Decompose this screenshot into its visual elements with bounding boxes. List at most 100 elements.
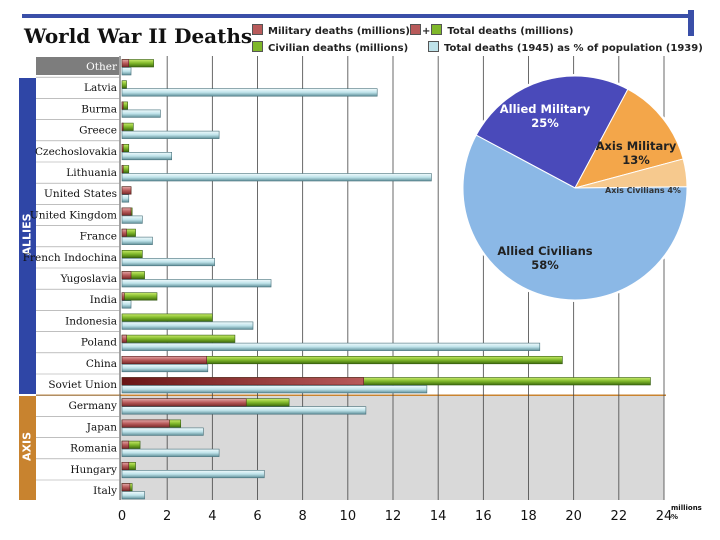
bar-military-deaths [121, 271, 132, 280]
bar-military-deaths [121, 101, 124, 110]
legend-total-label: Total deaths (millions) [447, 26, 574, 37]
bar-percent-population [121, 88, 378, 97]
axis-unit-millions: millions [671, 504, 702, 512]
bar-military-deaths [121, 461, 130, 471]
category-label: Burma [81, 103, 117, 115]
bar-military-deaths [121, 440, 130, 449]
category-label: Romania [70, 443, 117, 455]
pie-slice [574, 88, 684, 189]
category-label: Yugoslavia [60, 273, 117, 285]
bar-percent-population [121, 321, 254, 330]
allies-group-bar: ALLIES [19, 78, 36, 394]
pie-label: Allied Military [500, 102, 591, 116]
x-tick-label: 16 [475, 509, 492, 524]
axis-unit-percent: % [671, 513, 678, 521]
x-tick-label: 22 [611, 509, 628, 524]
bar-military-deaths [121, 59, 130, 68]
bar-military-deaths [121, 122, 124, 131]
legend-military: Military deaths (millions) [252, 24, 410, 38]
category-label: United States [44, 188, 117, 200]
category-label: India [90, 294, 117, 306]
bar-percent-population [121, 130, 220, 139]
category-label: Italy [93, 485, 117, 497]
legend-percent-swatch [428, 41, 439, 52]
bar-military-deaths [121, 144, 124, 153]
x-tick-label: 2 [163, 509, 171, 524]
category-label: Latvia [84, 82, 117, 94]
bar-percent-population [121, 173, 432, 182]
bar-military-deaths [121, 165, 124, 174]
x-tick-label: 18 [520, 509, 537, 524]
bar-total-deaths [121, 80, 127, 89]
bar-percent-population [121, 279, 272, 288]
x-tick-label: 6 [253, 509, 261, 524]
legend-total-swatch-military [410, 24, 421, 35]
category-label: French Indochina [23, 252, 117, 264]
bar-percent-population [121, 406, 367, 415]
pie-value: 13% [622, 153, 650, 167]
bar-military-deaths [121, 483, 131, 492]
legend-civilian: Civilian deaths (millions) [252, 41, 408, 55]
legend-military-swatch [252, 24, 263, 35]
category-label: Greece [79, 125, 117, 137]
other-row-background [36, 57, 119, 75]
bar-percent-population [121, 448, 220, 457]
category-label: Japan [86, 421, 117, 433]
bar-percent-population [121, 427, 204, 436]
category-label: Germany [68, 400, 117, 412]
bar-percent-population [121, 385, 428, 394]
pie-label: Axis Military [596, 139, 677, 153]
x-tick-label: 24 [656, 509, 673, 524]
bar-total-deaths [121, 313, 213, 322]
bar-percent-population [121, 491, 145, 500]
legend-percent-label: Total deaths (1945) as % of population (… [444, 43, 703, 54]
pie-label: Allied Civilians [497, 244, 592, 258]
page-title: World War II Deaths [24, 24, 253, 48]
x-tick-label: 14 [430, 509, 447, 524]
bar-military-deaths [121, 186, 132, 195]
bar-military-deaths [121, 419, 170, 428]
bar-military-deaths [121, 377, 364, 386]
legend-total: + Total deaths (millions) [410, 24, 573, 38]
bar-percent-population [121, 469, 265, 479]
x-tick-label: 20 [565, 509, 582, 524]
x-tick-label: 4 [208, 509, 216, 524]
bar-percent-population [121, 194, 130, 203]
axis-group-bar: AXIS [19, 396, 36, 500]
legend-percent: Total deaths (1945) as % of population (… [428, 41, 703, 55]
category-label: Poland [81, 337, 117, 349]
category-label: Indonesia [65, 315, 117, 327]
bar-percent-population [121, 257, 215, 267]
bar-percent-population [121, 342, 541, 351]
bar-military-deaths [121, 292, 125, 301]
bar-percent-population [121, 236, 153, 245]
x-tick-label: 12 [385, 509, 402, 524]
legend-civilian-label: Civilian deaths (millions) [268, 43, 409, 54]
bar-total-deaths [121, 292, 158, 301]
bar-military-deaths [121, 398, 247, 407]
bar-military-deaths [121, 228, 127, 237]
bar-percent-population [121, 363, 209, 373]
bar-total-deaths [121, 122, 134, 131]
bar-percent-population [121, 152, 172, 161]
bar-percent-population [121, 300, 132, 309]
x-tick-label: 0 [118, 509, 126, 524]
bar-percent-population [121, 67, 132, 76]
pie-value: 58% [531, 258, 559, 272]
top-border [22, 14, 692, 18]
category-label: United Kingdom [30, 209, 117, 221]
category-label: China [86, 358, 117, 370]
category-label: Lithuania [66, 167, 117, 179]
bar-military-deaths [121, 207, 132, 216]
top-border-cap [688, 10, 694, 36]
legend-civilian-swatch [252, 41, 263, 52]
legend-total-swatch-civilian [431, 24, 443, 35]
bar-percent-population [121, 109, 161, 118]
legend-plus: + [422, 26, 431, 37]
bar-total-deaths [121, 334, 236, 343]
legend-military-label: Military deaths (millions) [268, 26, 410, 37]
x-tick-label: 10 [340, 509, 357, 524]
bar-military-deaths [121, 355, 207, 365]
bar-percent-population [121, 215, 143, 224]
